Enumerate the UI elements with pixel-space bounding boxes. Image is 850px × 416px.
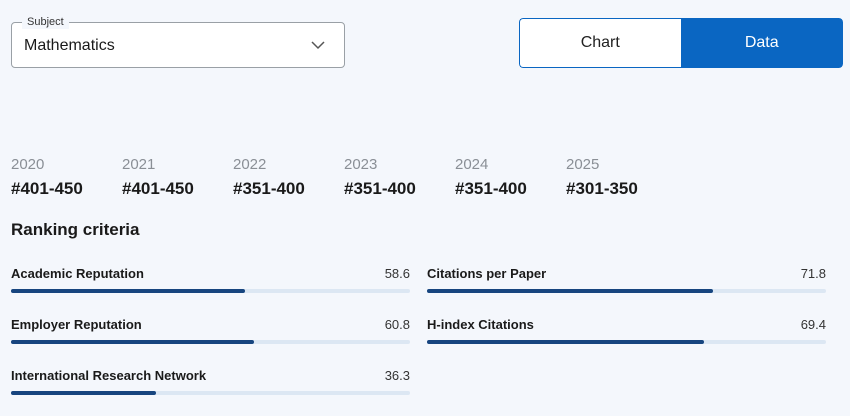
criterion-bar-fill: [11, 391, 156, 395]
subject-label: Subject: [22, 15, 69, 29]
ranking-year-item: 2025 #301-350: [566, 156, 677, 200]
criterion-name: H-index Citations: [427, 317, 534, 332]
chevron-down-icon[interactable]: [310, 37, 326, 53]
chart-view-button[interactable]: Chart: [519, 18, 681, 68]
criterion-citations-per-paper: Citations per Paper 71.8: [427, 266, 826, 293]
criterion-h-index-citations: H-index Citations 69.4: [427, 317, 826, 344]
ranking-year-item: 2021 #401-450: [122, 156, 233, 200]
criterion-bar-track: [11, 340, 410, 344]
ranking-band: #351-400: [344, 179, 416, 198]
criterion-score: 36.3: [384, 368, 410, 383]
view-toggle: Chart Data: [519, 18, 843, 68]
ranking-year: 2021: [122, 156, 156, 173]
ranking-year: 2020: [11, 156, 45, 173]
subject-selected-value: Mathematics: [24, 37, 115, 54]
ranking-year: 2025: [566, 156, 600, 173]
criterion-name: Employer Reputation: [11, 317, 142, 332]
criterion-bar-fill: [427, 289, 714, 293]
ranking-criteria-heading: Ranking criteria: [11, 220, 140, 239]
criterion-bar-fill: [11, 340, 254, 344]
yearly-rankings: 2020 #401-450 2021 #401-450 2022 #351-40…: [11, 156, 677, 200]
ranking-band: #401-450: [11, 179, 83, 198]
criterion-academic-reputation: Academic Reputation 58.6: [11, 266, 410, 293]
criterion-name: Citations per Paper: [427, 266, 547, 281]
criterion-score: 71.8: [800, 266, 826, 281]
ranking-year: 2022: [233, 156, 267, 173]
criterion-score: 58.6: [384, 266, 410, 281]
data-view-button[interactable]: Data: [680, 18, 843, 68]
criterion-name: Academic Reputation: [11, 266, 144, 281]
subject-select[interactable]: Subject Mathematics: [11, 15, 345, 68]
criterion-bar-track: [11, 289, 410, 293]
criterion-bar-track: [427, 340, 826, 344]
criterion-employer-reputation: Employer Reputation 60.8: [11, 317, 410, 344]
ranking-band: #351-400: [233, 179, 305, 198]
criterion-bar-fill: [11, 289, 245, 293]
criterion-bar-fill: [427, 340, 704, 344]
criterion-bar-track: [427, 289, 826, 293]
criterion-international-research-network: International Research Network 36.3: [11, 368, 410, 395]
ranking-year-item: 2020 #401-450: [11, 156, 122, 200]
ranking-year-item: 2023 #351-400: [344, 156, 455, 200]
criterion-bar-track: [11, 391, 410, 395]
ranking-band: #401-450: [122, 179, 194, 198]
ranking-year-item: 2024 #351-400: [455, 156, 566, 200]
ranking-year: 2024: [455, 156, 489, 173]
criterion-score: 60.8: [384, 317, 410, 332]
ranking-year: 2023: [344, 156, 378, 173]
ranking-band: #301-350: [566, 179, 638, 198]
ranking-band: #351-400: [455, 179, 527, 198]
criterion-name: International Research Network: [11, 368, 207, 383]
ranking-year-item: 2022 #351-400: [233, 156, 344, 200]
criterion-score: 69.4: [800, 317, 826, 332]
